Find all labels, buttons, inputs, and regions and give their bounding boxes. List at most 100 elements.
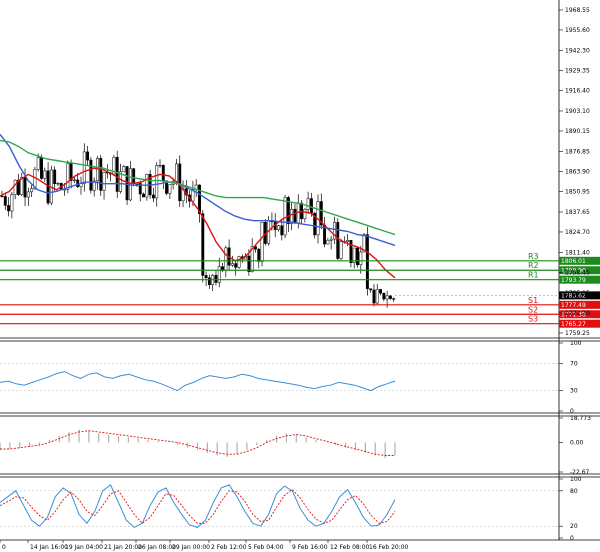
macd-panel: 18.773 0.00 -22.67 (0, 415, 591, 476)
candle-body (201, 213, 205, 276)
candle-body (286, 197, 290, 224)
candle-body (46, 170, 50, 204)
candle-body (191, 189, 195, 202)
candle-body (385, 295, 389, 300)
candle-body (339, 241, 343, 259)
candle-body (356, 247, 359, 266)
level-label-s3: S3 (528, 315, 538, 324)
candle-body (112, 157, 116, 175)
candle-body (23, 176, 27, 198)
candle-body (3, 196, 7, 206)
moving-average-line (0, 139, 396, 236)
candle-body (92, 180, 96, 191)
time-tick-label: 16 Feb 20:00 (369, 544, 409, 551)
level-label-s1: S1 (528, 296, 538, 305)
candlestick-series (0, 143, 396, 308)
candle-body (290, 208, 294, 224)
moving-average-line (0, 133, 396, 247)
time-tick-label: 21 Jan 20:00 (104, 544, 142, 551)
candle-body (234, 263, 238, 268)
candle-body (26, 191, 30, 198)
candle-body (254, 246, 257, 250)
level-badge-value: 1777.49 (561, 302, 586, 309)
candle-body (303, 209, 307, 220)
time-tick-label: 14 Jan 16:00 (30, 544, 68, 551)
level-badge-value: 1799.90 (561, 267, 586, 274)
price-tick-label: 1824.70 (565, 229, 590, 236)
candle-body (102, 171, 106, 191)
candle-body (53, 169, 57, 185)
level-badge-r1 (559, 275, 600, 284)
rsi-panel: 100 70 30 0 (0, 340, 582, 415)
time-tick-label: 9 Feb 16:00 (292, 544, 328, 551)
candle-body (362, 234, 366, 253)
candle-body (329, 238, 333, 241)
price-tick-label: 1916.40 (565, 87, 590, 94)
candle-body (283, 197, 287, 236)
indicator-tick-label: 18.773 (570, 415, 591, 422)
candle-body (125, 166, 129, 201)
candle-body (217, 266, 221, 283)
candle-body (198, 184, 201, 214)
candle-body (10, 194, 14, 212)
candle-body (82, 151, 86, 184)
rsi-line (0, 371, 396, 392)
price-tick-label: 1903.10 (565, 108, 590, 115)
price-tick-label: 1837.65 (565, 209, 590, 216)
price-tick-label: 1798.45 (565, 269, 590, 276)
candle-body (204, 275, 208, 279)
candle-body (349, 240, 353, 263)
level-badge-s2 (559, 310, 600, 319)
candle-body (20, 176, 24, 195)
price-axis: 1968.55 1955.60 1942.30 1929.35 1916.40 1903.… (559, 7, 590, 337)
candle-body (115, 157, 119, 192)
candle-body (333, 222, 336, 240)
candle-body (207, 277, 211, 285)
price-tick-label: 1955.60 (565, 27, 590, 34)
candle-body (257, 248, 261, 262)
candle-body (56, 182, 60, 185)
candle-body (122, 166, 126, 173)
candle-body (175, 163, 178, 182)
candle-body (119, 171, 122, 192)
level-label-s2: S2 (528, 305, 538, 314)
time-tick-label: 5 Feb 04:00 (248, 544, 284, 551)
candle-body (306, 198, 310, 210)
candle-body (359, 251, 363, 266)
candle-body (237, 256, 241, 268)
level-badge-s1 (559, 300, 600, 309)
moving-average-line (0, 167, 396, 279)
candle-body (30, 188, 34, 193)
price-tick-label: 1785.15 (565, 290, 590, 297)
candle-body (142, 193, 145, 198)
candle-body (319, 201, 323, 226)
indicator-tick-label: 0.00 (570, 439, 584, 446)
time-tick-label: 2 Feb 12:00 (211, 544, 247, 551)
candle-body (293, 208, 297, 224)
indicator-tick-label: 80 (570, 488, 578, 495)
candle-body (309, 198, 313, 214)
current-price-badge (559, 291, 600, 300)
candle-body (247, 255, 251, 272)
indicator-tick-label: 0 (570, 408, 574, 415)
candle-body (155, 165, 159, 199)
candle-body (313, 212, 317, 236)
candle-body (336, 222, 340, 259)
level-label-r2: R2 (528, 261, 539, 270)
price-tick-label: 1772.20 (565, 310, 590, 317)
level-badge-value: 1765.27 (561, 321, 586, 328)
candle-body (260, 221, 264, 262)
indicator-tick-label: 30 (570, 388, 578, 395)
candle-body (230, 263, 234, 266)
price-tick-label: 1863.90 (565, 168, 590, 175)
candle-body (168, 184, 172, 194)
time-tick-label: 19 Jan 04:00 (65, 544, 103, 551)
candle-body (224, 247, 228, 271)
level-label-r3: R3 (528, 252, 539, 261)
candle-body (178, 163, 182, 202)
stochastic-signal-line (0, 489, 396, 524)
candle-body (66, 163, 70, 190)
candle-body (379, 289, 382, 294)
